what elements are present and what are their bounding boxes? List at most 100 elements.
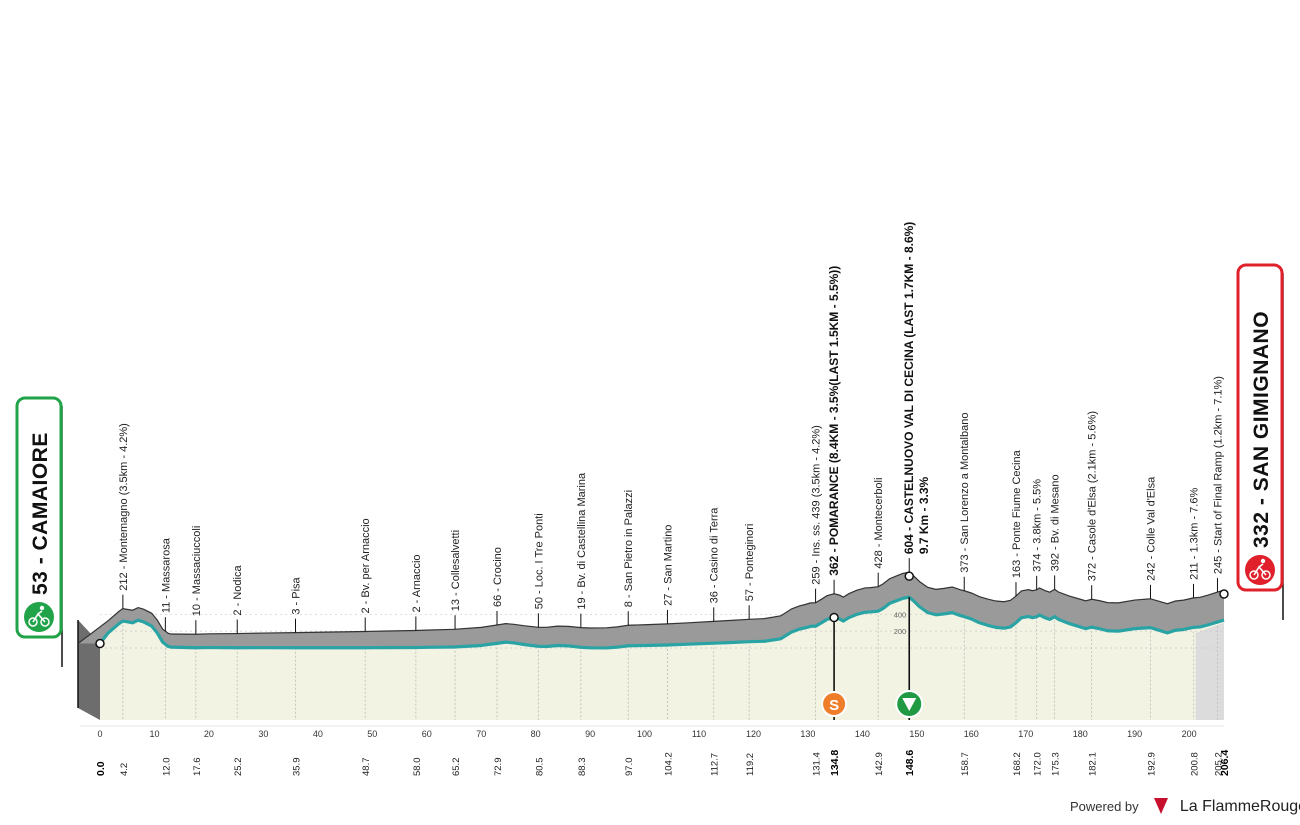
finish-point — [1219, 589, 1229, 599]
climb-label: 245 - Start of Final Ramp (1.2km - 7.1%) — [1212, 376, 1224, 574]
start-frame — [15, 396, 63, 639]
brand-name: La FlammeRouge — [1179, 798, 1300, 815]
climb-label: 8 - San Pietro in Palazzi — [623, 490, 635, 607]
climb-label: 373 - San Lorenzo a Montalbano — [959, 413, 971, 573]
km-label: 119.2 — [745, 753, 756, 776]
flamme-rouge-logo-icon — [1154, 798, 1169, 814]
elevation-profile — [77, 571, 1225, 650]
x-tick-label: 190 — [1127, 729, 1142, 739]
km-label: 88.3 — [577, 758, 588, 777]
km-label: 12.0 — [161, 758, 172, 777]
x-tick-label: 170 — [1018, 729, 1033, 739]
km-label: 25.2 — [233, 758, 244, 777]
climb-label: 10 - Massaciuccoli — [191, 526, 203, 616]
x-axis: 0 10 20 30 40 50 60 70 80 90 100 110 120 130 140 150 160… — [80, 725, 1224, 739]
x-tick-label: 0 — [97, 729, 102, 739]
climb-label: 2 - Bv. per Arnaccio — [360, 518, 372, 613]
x-tick-label: 90 — [585, 729, 595, 739]
alt-tick-label: 400 — [894, 610, 907, 619]
x-tick-label: 160 — [964, 729, 979, 739]
km-label: 65.2 — [451, 758, 462, 777]
x-tick-label: 110 — [692, 729, 706, 739]
climb-label: 259 - Ins. ss. 439 (3.5km - 4.2%) — [811, 425, 823, 585]
climb-label: 13 - Collesalvetti — [450, 530, 462, 611]
profile-left-wall — [78, 620, 100, 720]
finish-badge: 332 - SAN GIMIGNANO — [1236, 263, 1284, 620]
climb-label: 392 - Bv. di Mesano — [1050, 474, 1062, 571]
climb-label: 604 - CASTELNUOVO VAL DI CECINA (LAST 1.… — [902, 222, 916, 555]
climb-label: 211 - 1.3km - 7.6% — [1189, 488, 1201, 580]
km-label: 131.4 — [812, 752, 823, 776]
km-label: 205.2 — [1213, 752, 1224, 776]
sprint-point — [829, 612, 839, 623]
x-tick-label: 50 — [367, 729, 377, 739]
markers: S — [95, 571, 1229, 720]
climb-label: 362 - POMARANCE (8.4KM - 3.5%(LAST 1.5KM… — [827, 266, 841, 576]
climb-label: 27 - San Martino — [662, 525, 674, 606]
x-tick-label: 120 — [746, 729, 761, 739]
km-label: 148.6 — [904, 750, 916, 776]
km-label: 4.2 — [119, 763, 130, 776]
profile-top-surface — [78, 572, 1224, 648]
climb-label: 242 - Colle Val d'Elsa — [1145, 476, 1157, 581]
km-label: 200.8 — [1190, 752, 1201, 776]
climb-label: 372 - Casole d'Elsa (2.1km - 5.6%) — [1087, 411, 1099, 581]
profile-ridge-line — [77, 571, 1225, 645]
km-label: 158.7 — [960, 752, 971, 776]
x-tick-label: 80 — [531, 729, 541, 739]
start-cyclist-icon — [24, 602, 54, 632]
x-tick-label: 70 — [476, 729, 486, 739]
powered-by: Powered by La FlammeRouge — [1070, 798, 1300, 816]
start-cyclist-wheel — [28, 617, 38, 627]
climb-label: 428 - Montecerboli — [873, 478, 885, 569]
x-tick-label: 60 — [422, 729, 432, 739]
km-label: 182.1 — [1088, 752, 1099, 776]
km-label: 104.2 — [663, 752, 674, 776]
ground-area — [77, 597, 1224, 720]
climb-label: 163 - Ponte Fiume Cecina — [1011, 449, 1023, 578]
km-label: 112.7 — [710, 753, 721, 776]
ground-front-face — [100, 597, 1224, 720]
km-label: 35.9 — [292, 758, 303, 777]
x-tick-label: 130 — [800, 729, 815, 739]
x-tick-label: 40 — [313, 729, 323, 739]
climb-label: 36 - Casino di Terra — [709, 507, 721, 604]
km-label: 97.0 — [624, 758, 635, 777]
x-tick-label: 30 — [258, 729, 268, 739]
x-tick-label: 100 — [637, 729, 652, 739]
climb-label: 2 - Arnaccio — [411, 554, 423, 612]
km-label: 206.4 — [1219, 750, 1231, 776]
x-tick-label: 140 — [855, 729, 870, 739]
start-badge: 53 - CAMAIORE — [15, 396, 63, 667]
profile-road-line — [98, 595, 1225, 650]
km-label: 172.0 — [1033, 752, 1044, 776]
km-label: 58.0 — [412, 758, 423, 777]
kom-point — [904, 571, 914, 581]
km-label: 192.9 — [1146, 752, 1157, 776]
finish-frame — [1236, 263, 1284, 592]
alt-tick-label: 200 — [894, 627, 907, 636]
finish-cyclist-wheel — [1249, 570, 1259, 580]
km-label: 175.3 — [1051, 752, 1062, 776]
sprint-icon — [821, 691, 848, 717]
km-label: 48.7 — [361, 758, 372, 777]
finish-cyclist-body — [1253, 563, 1267, 576]
x-tick-label: 200 — [1182, 729, 1197, 739]
km-label: 168.2 — [1012, 752, 1023, 776]
km-label: 134.8 — [829, 750, 841, 776]
x-tick-label: 10 — [149, 729, 159, 739]
last-km-band — [1195, 622, 1224, 720]
climb-label-secondary: 9.7 Km - 3.3% — [917, 476, 931, 554]
km-label: 142.9 — [874, 752, 885, 776]
climb-label: 212 - Montemagno (3.5km - 4.2%) — [118, 423, 130, 591]
start-cyclist-body — [32, 610, 46, 623]
climb-label: 2 - Nodica — [232, 565, 244, 616]
kom-icon-triangle — [902, 698, 917, 711]
x-tick-label: 20 — [204, 729, 214, 739]
finish-cyclist-wheel — [1261, 570, 1271, 580]
climb-label: 374 - 3.8km - 5.5% — [1032, 479, 1044, 572]
start-cyclist-head — [39, 605, 45, 611]
x-tick-label: 180 — [1073, 729, 1088, 739]
sprint-icon-symbol: S — [829, 697, 839, 714]
